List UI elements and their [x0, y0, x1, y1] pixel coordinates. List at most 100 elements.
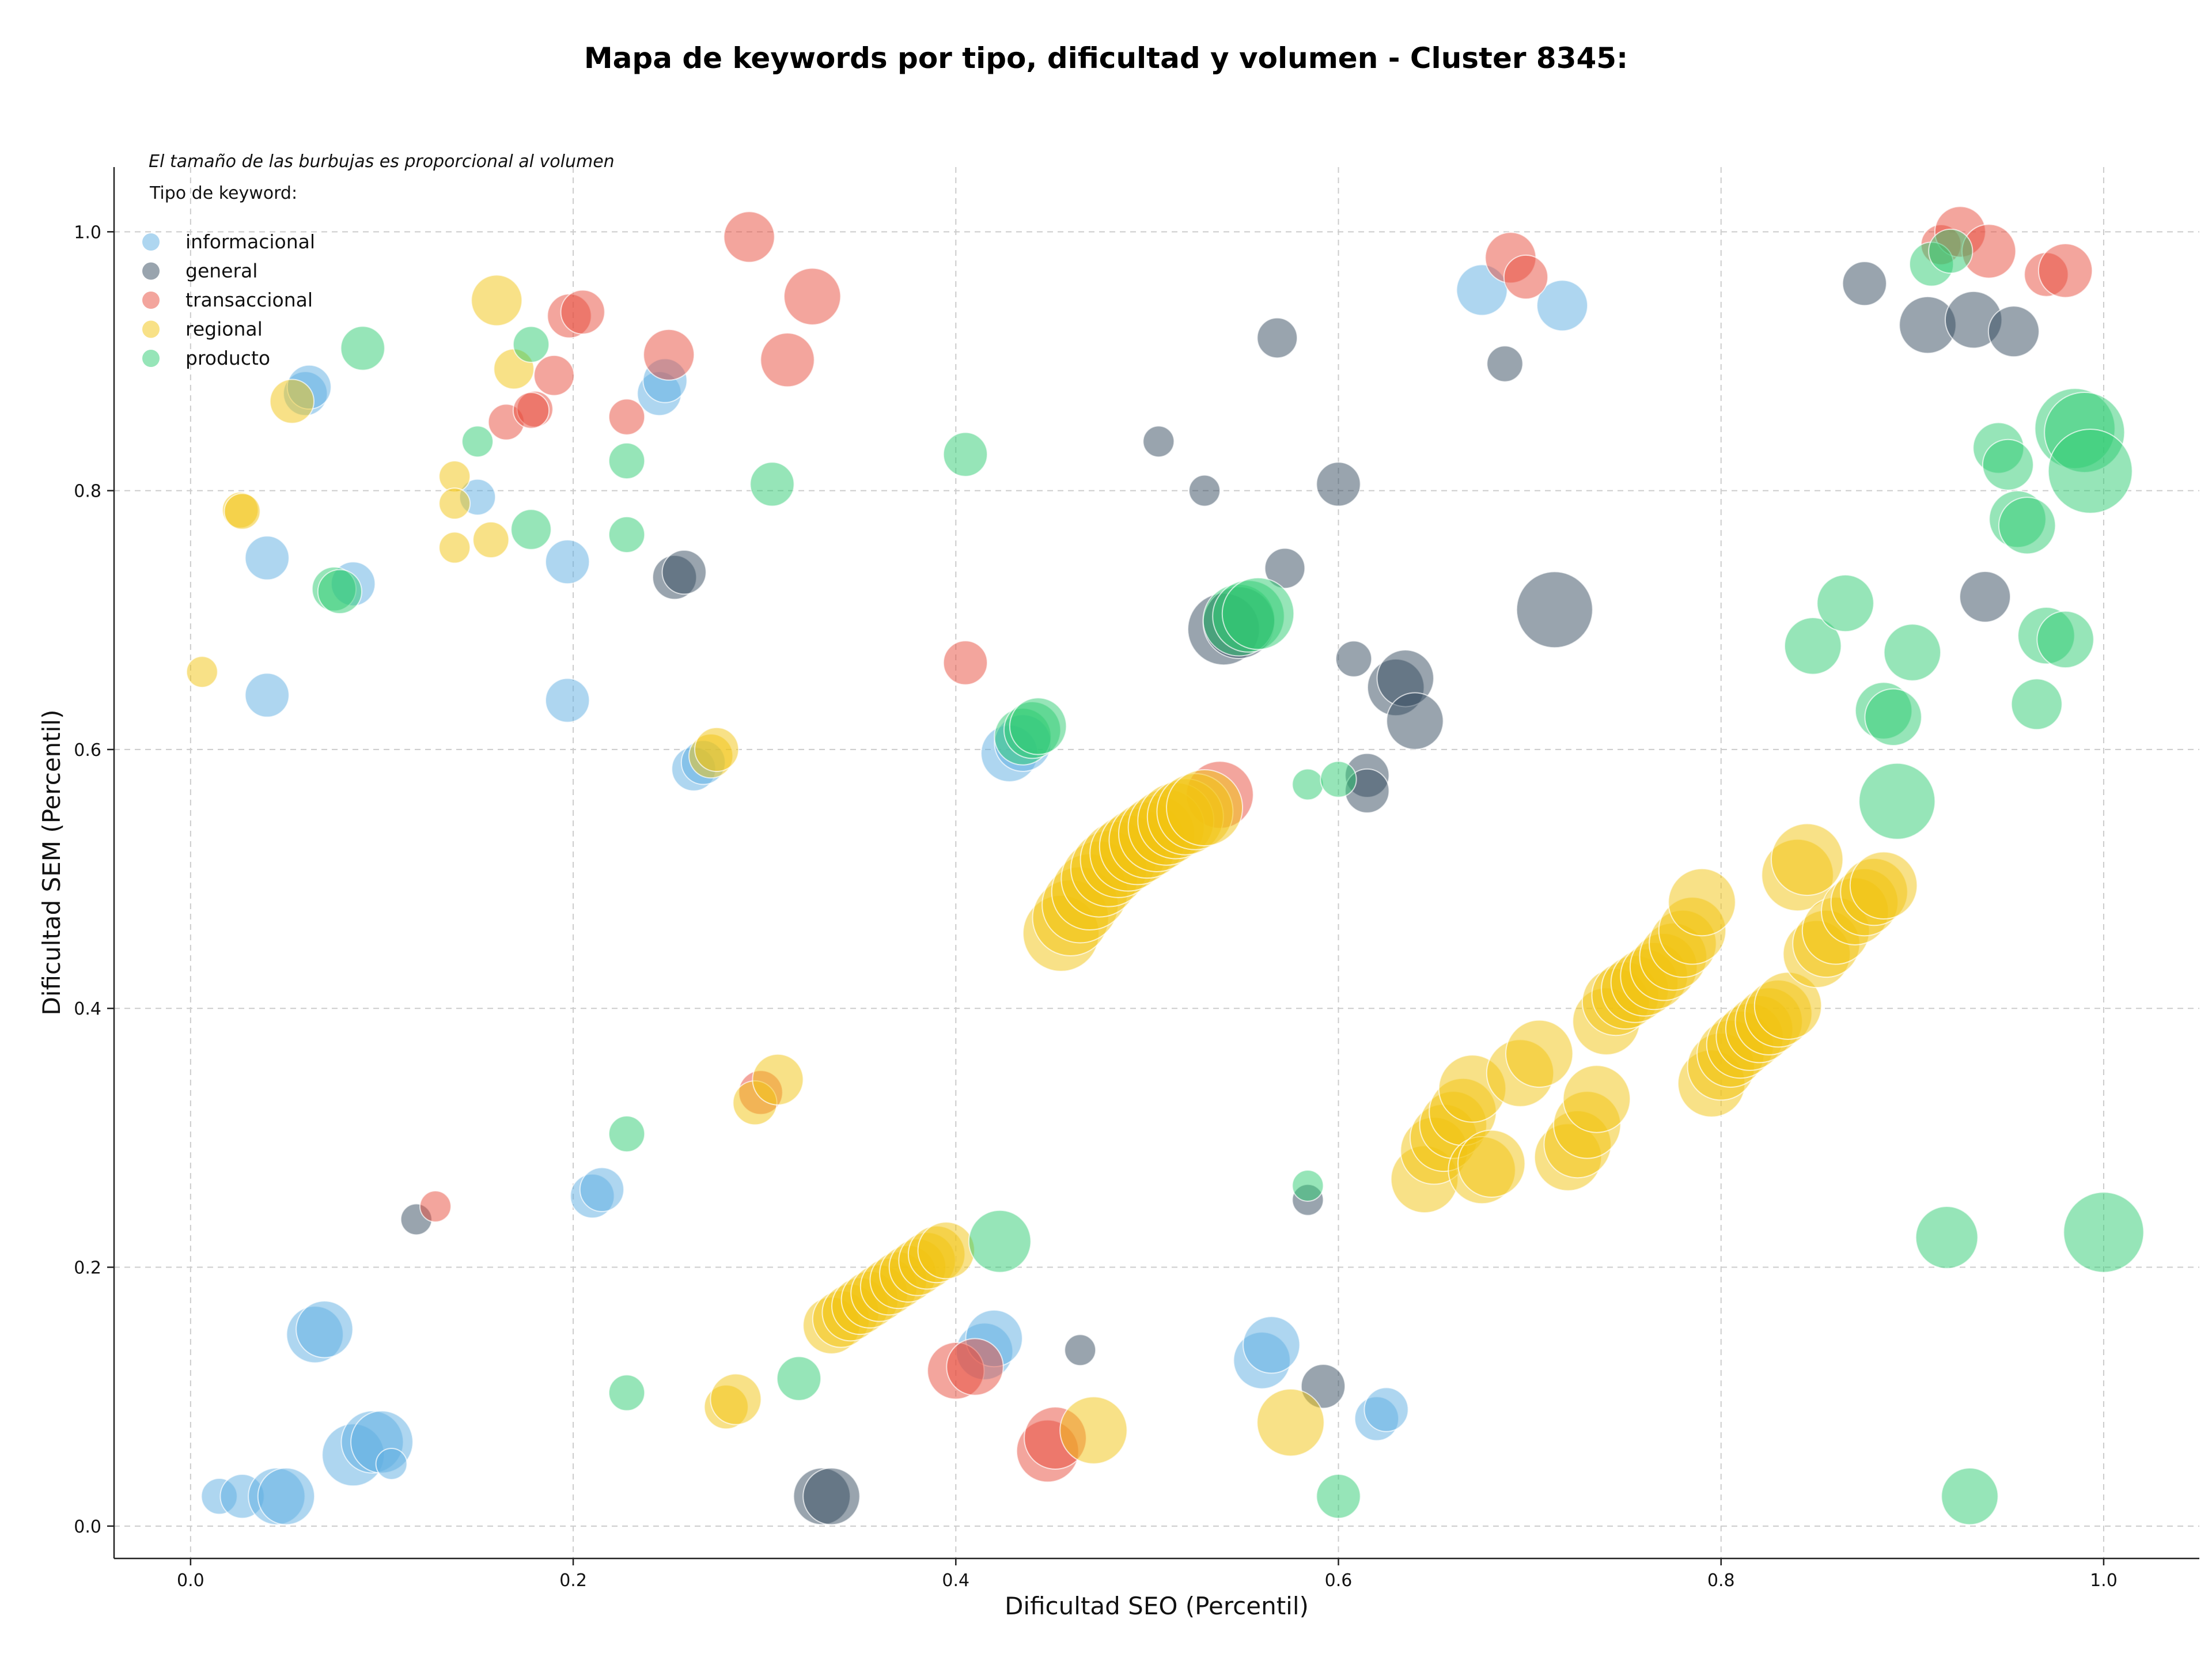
legend-title: Tipo de keyword:	[149, 183, 297, 203]
bubble-informacional	[1363, 1387, 1409, 1432]
bubble-producto	[776, 1356, 822, 1401]
bubble-general	[1316, 461, 1361, 507]
bubble-informacional	[244, 535, 290, 581]
bubble-transaccional	[608, 398, 646, 436]
legend-label: regional	[185, 318, 263, 340]
bubble-producto	[1928, 228, 1974, 274]
legend-marker	[142, 292, 160, 309]
bubble-regional	[1457, 1129, 1526, 1198]
bubble-general	[1486, 345, 1524, 383]
bubble-producto	[2047, 428, 2133, 514]
bubble-producto	[510, 509, 552, 550]
bubble-informacional	[1243, 1316, 1301, 1374]
bubble-regional	[472, 521, 510, 559]
bubble-producto	[608, 1115, 646, 1153]
bubble-producto	[968, 1209, 1032, 1273]
y-tick-label: 0.0	[74, 1517, 101, 1537]
bubble-producto	[1883, 623, 1942, 682]
bubble-producto	[1009, 697, 1067, 755]
bubble-producto	[608, 516, 646, 554]
x-tick-label: 1.0	[2090, 1571, 2118, 1591]
bubble-regional	[1770, 823, 1844, 896]
x-tick-label: 0.6	[1325, 1571, 1353, 1591]
bubble-regional	[438, 460, 471, 493]
bubble-informacional	[257, 1467, 316, 1526]
y-tick-label: 0.4	[74, 999, 101, 1019]
bubble-general	[1188, 474, 1221, 507]
bubble-producto	[1915, 1205, 1979, 1269]
bubble-regional	[1166, 769, 1244, 847]
bubble-producto	[1816, 574, 1874, 633]
y-axis-label: Dificultad SEM (Percentil)	[37, 710, 66, 1016]
bubble-producto	[749, 461, 795, 507]
legend-label: informacional	[185, 230, 315, 253]
bubble-producto	[340, 326, 385, 371]
legend-marker	[142, 262, 160, 280]
bubble-general	[1959, 570, 2012, 623]
bubble-transaccional	[2037, 243, 2093, 298]
bubble-transaccional	[783, 267, 842, 326]
bubble-general	[1064, 1334, 1097, 1367]
bubble-producto	[512, 326, 550, 363]
x-tick-label: 0.2	[559, 1571, 587, 1591]
bubble-transaccional	[723, 211, 775, 263]
legend: Tipo de keyword: informacional general tra…	[142, 183, 315, 369]
legend-marker	[142, 320, 160, 338]
bubble-regional	[438, 531, 471, 564]
x-axis-label: Dificultad SEO (Percentil)	[1005, 1592, 1309, 1620]
bubble-general	[1386, 692, 1444, 750]
bubble-producto	[461, 425, 494, 458]
bubble-transaccional	[560, 289, 605, 335]
y-tick-label: 0.6	[74, 740, 101, 760]
y-tick-label: 1.0	[74, 222, 101, 243]
bubble-producto	[2063, 1191, 2145, 1273]
bubble-regional	[1059, 1396, 1128, 1465]
legend-marker	[142, 233, 160, 251]
tick-layer: 0.0 0.2 0.4 0.6 0.8 1.0 0.0 0.2 0.4 0.6 0.8 1.0	[74, 222, 2118, 1591]
legend-marker	[142, 350, 160, 367]
bubble-regional	[1505, 1019, 1574, 1088]
bubble-producto	[608, 442, 646, 480]
bubble-regional	[471, 274, 523, 327]
bubble-producto	[1941, 1467, 1999, 1526]
bubble-producto	[2036, 610, 2094, 669]
bubble-informacional	[579, 1167, 624, 1212]
bubble-transaccional	[419, 1190, 452, 1223]
bubble-producto	[1291, 768, 1324, 801]
bubble-transaccional	[946, 1338, 1004, 1396]
bubble-regional	[710, 1373, 762, 1425]
bubble-producto	[1320, 760, 1357, 798]
x-tick-label: 0.0	[177, 1571, 204, 1591]
bubble-producto	[1858, 762, 1936, 840]
bubble-informacional	[544, 539, 590, 585]
bubble-producto	[608, 1374, 646, 1412]
bubble-producto	[1316, 1474, 1361, 1519]
bubble-transaccional	[760, 332, 815, 388]
bubble-regional	[694, 727, 740, 773]
bubble-informacional	[296, 1300, 354, 1359]
bubble-regional	[224, 493, 261, 530]
x-tick-label: 0.4	[942, 1571, 969, 1591]
bubble-regional	[1849, 851, 1918, 920]
bubble-producto	[1982, 438, 2034, 491]
bubble-general	[1256, 317, 1298, 359]
bubble-informacional	[1536, 279, 1589, 332]
legend-label: general	[185, 260, 257, 282]
bubble-regional	[1668, 868, 1736, 937]
x-tick-label: 0.8	[1707, 1571, 1735, 1591]
bubble-transaccional	[942, 640, 988, 686]
bubble-transaccional	[533, 354, 575, 396]
bubble-general	[1842, 261, 1887, 307]
bubble-transaccional	[512, 392, 550, 429]
legend-label: producto	[185, 347, 270, 369]
bubble-regional	[185, 656, 218, 688]
bubble-informacional	[544, 678, 590, 723]
y-tick-label: 0.2	[74, 1258, 101, 1278]
bubble-producto	[942, 432, 988, 477]
bubble-transaccional	[1503, 254, 1549, 300]
bubble-producto	[1783, 617, 1842, 675]
bubble-regional	[917, 1221, 975, 1280]
bubble-regional	[438, 487, 471, 520]
bubble-general	[661, 550, 707, 595]
